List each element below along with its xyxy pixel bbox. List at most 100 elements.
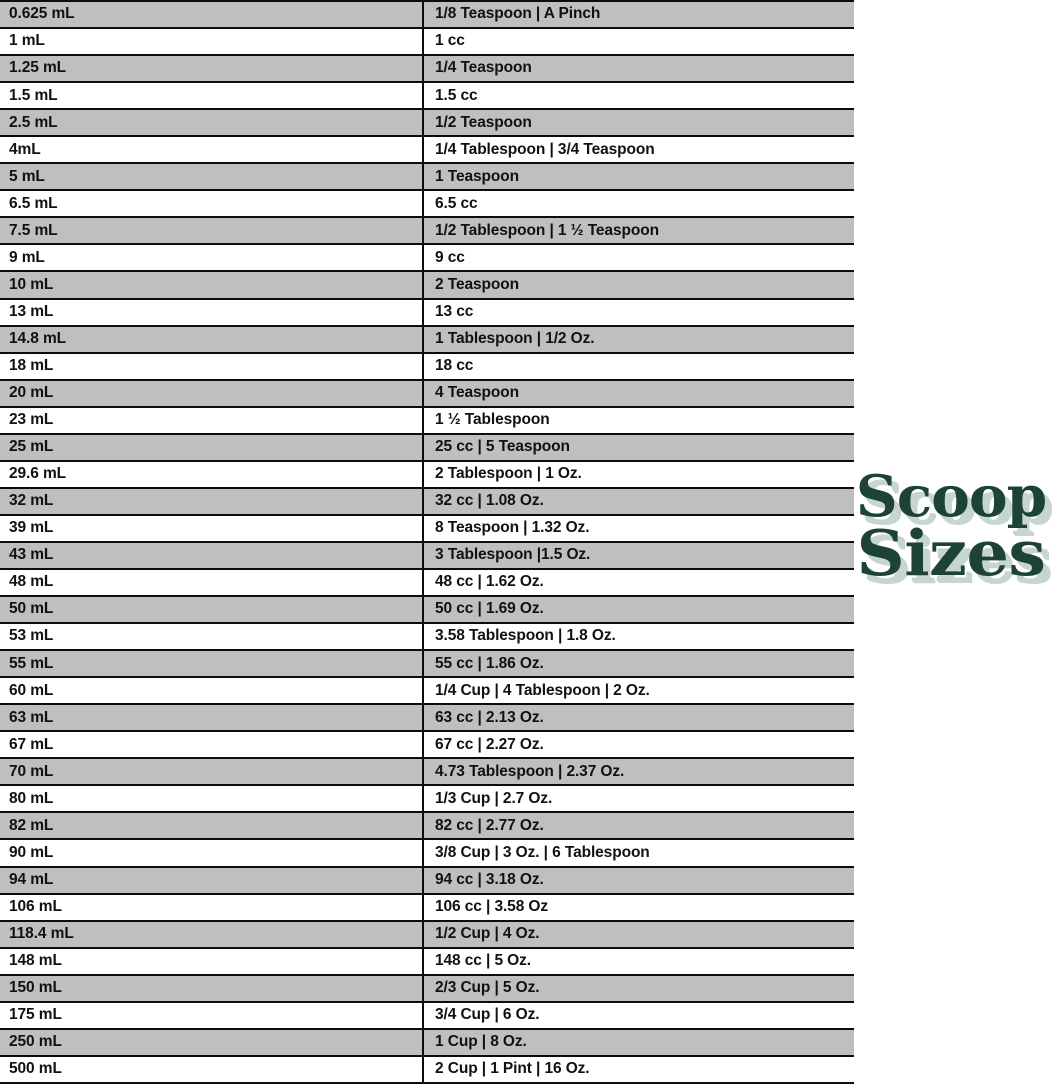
cell-equivalent: 1 Teaspoon bbox=[422, 162, 854, 192]
cell-equivalent: 18 cc bbox=[422, 351, 854, 381]
cell-equivalent: 63 cc | 2.13 Oz. bbox=[422, 703, 854, 733]
cell-milliliters: 0.625 mL bbox=[0, 0, 423, 30]
cell-milliliters: 82 mL bbox=[0, 811, 423, 841]
table-row: 5 mL 1 Teaspoon bbox=[0, 162, 854, 192]
cell-equivalent: 1/2 Cup | 4 Oz. bbox=[422, 919, 854, 949]
cell-milliliters: 23 mL bbox=[0, 405, 423, 435]
cell-milliliters: 1.25 mL bbox=[0, 54, 423, 84]
cell-milliliters: 43 mL bbox=[0, 540, 423, 570]
cell-equivalent: 25 cc | 5 Teaspoon bbox=[422, 432, 854, 462]
table-row: 500 mL 2 Cup | 1 Pint | 16 Oz. bbox=[0, 1054, 854, 1084]
cell-milliliters: 2.5 mL bbox=[0, 108, 423, 138]
cell-equivalent: 82 cc | 2.77 Oz. bbox=[422, 811, 854, 841]
cell-milliliters: 60 mL bbox=[0, 676, 423, 706]
cell-milliliters: 1.5 mL bbox=[0, 81, 423, 111]
table-row: 148 mL 148 cc | 5 Oz. bbox=[0, 946, 854, 976]
cell-equivalent: 2 Cup | 1 Pint | 16 Oz. bbox=[422, 1054, 854, 1084]
logo-line-scoop: Scoop bbox=[855, 463, 1048, 530]
table-row: 1.25 mL 1/4 Teaspoon bbox=[0, 54, 854, 84]
table-row: 18 mL 18 cc bbox=[0, 351, 854, 381]
cell-equivalent: 3 Tablespoon |1.5 Oz. bbox=[422, 540, 854, 570]
cell-milliliters: 94 mL bbox=[0, 865, 423, 895]
cell-milliliters: 5 mL bbox=[0, 162, 423, 192]
cell-equivalent: 4.73 Tablespoon | 2.37 Oz. bbox=[422, 757, 854, 787]
cell-equivalent: 1 Tablespoon | 1/2 Oz. bbox=[422, 324, 854, 354]
table-row: 63 mL 63 cc | 2.13 Oz. bbox=[0, 703, 854, 733]
cell-equivalent: 8 Teaspoon | 1.32 Oz. bbox=[422, 513, 854, 543]
table-row: 50 mL 50 cc | 1.69 Oz. bbox=[0, 595, 854, 625]
cell-milliliters: 106 mL bbox=[0, 892, 423, 922]
cell-equivalent: 32 cc | 1.08 Oz. bbox=[422, 486, 854, 516]
cell-equivalent: 1 cc bbox=[422, 27, 854, 57]
table-row: 29.6 mL 2 Tablespoon | 1 Oz. bbox=[0, 459, 854, 489]
table-row: 70 mL 4.73 Tablespoon | 2.37 Oz. bbox=[0, 757, 854, 787]
table-row: 1.5 mL 1.5 cc bbox=[0, 81, 854, 111]
cell-milliliters: 175 mL bbox=[0, 1000, 423, 1030]
cell-milliliters: 39 mL bbox=[0, 513, 423, 543]
table-row: 53 mL 3.58 Tablespoon | 1.8 Oz. bbox=[0, 622, 854, 652]
cell-milliliters: 20 mL bbox=[0, 378, 423, 408]
cell-equivalent: 1/4 Teaspoon bbox=[422, 54, 854, 84]
table-row: 94 mL 94 cc | 3.18 Oz. bbox=[0, 865, 854, 895]
cell-milliliters: 25 mL bbox=[0, 432, 423, 462]
cell-milliliters: 32 mL bbox=[0, 486, 423, 516]
cell-equivalent: 48 cc | 1.62 Oz. bbox=[422, 567, 854, 598]
cell-equivalent: 6.5 cc bbox=[422, 189, 854, 219]
cell-equivalent: 1.5 cc bbox=[422, 81, 854, 111]
cell-milliliters: 118.4 mL bbox=[0, 919, 423, 949]
table-row: 7.5 mL 1/2 Tablespoon | 1 ½ Teaspoon bbox=[0, 216, 854, 246]
cell-equivalent: 4 Teaspoon bbox=[422, 378, 854, 408]
table-row: 20 mL 4 Teaspoon bbox=[0, 378, 854, 408]
table-row: 4mL 1/4 Tablespoon | 3/4 Teaspoon bbox=[0, 135, 854, 165]
cell-milliliters: 9 mL bbox=[0, 243, 423, 273]
cell-milliliters: 1 mL bbox=[0, 27, 423, 57]
cell-milliliters: 29.6 mL bbox=[0, 459, 423, 489]
table-row: 90 mL 3/8 Cup | 3 Oz. | 6 Tablespoon bbox=[0, 838, 854, 868]
cell-equivalent: 1/4 Tablespoon | 3/4 Teaspoon bbox=[422, 135, 854, 165]
table-row: 14.8 mL 1 Tablespoon | 1/2 Oz. bbox=[0, 324, 854, 354]
table-row: 80 mL 1/3 Cup | 2.7 Oz. bbox=[0, 784, 854, 814]
cell-milliliters: 53 mL bbox=[0, 622, 423, 652]
table-row: 32 mL 32 cc | 1.08 Oz. bbox=[0, 486, 854, 516]
cell-milliliters: 48 mL bbox=[0, 567, 423, 598]
cell-milliliters: 4mL bbox=[0, 135, 423, 165]
table-row: 0.625 mL 1/8 Teaspoon | A Pinch bbox=[0, 0, 854, 30]
cell-equivalent: 2/3 Cup | 5 Oz. bbox=[422, 973, 854, 1003]
cell-equivalent: 67 cc | 2.27 Oz. bbox=[422, 730, 854, 760]
cell-milliliters: 7.5 mL bbox=[0, 216, 423, 246]
cell-equivalent: 1 ½ Tablespoon bbox=[422, 405, 854, 435]
cell-equivalent: 1 Cup | 8 Oz. bbox=[422, 1027, 854, 1057]
cell-milliliters: 67 mL bbox=[0, 730, 423, 760]
table-row: 10 mL 2 Teaspoon bbox=[0, 270, 854, 300]
cell-equivalent: 3/4 Cup | 6 Oz. bbox=[422, 1000, 854, 1030]
table-row: 175 mL 3/4 Cup | 6 Oz. bbox=[0, 1000, 854, 1030]
table-row: 118.4 mL 1/2 Cup | 4 Oz. bbox=[0, 919, 854, 949]
scoop-sizes-logo: Scoop Sizes bbox=[845, 466, 1057, 611]
table-row: 23 mL 1 ½ Tablespoon bbox=[0, 405, 854, 435]
cell-milliliters: 63 mL bbox=[0, 703, 423, 733]
cell-equivalent: 94 cc | 3.18 Oz. bbox=[422, 865, 854, 895]
cell-equivalent: 3.58 Tablespoon | 1.8 Oz. bbox=[422, 622, 854, 652]
table-row: 150 mL 2/3 Cup | 5 Oz. bbox=[0, 973, 854, 1003]
cell-milliliters: 55 mL bbox=[0, 649, 423, 679]
cell-milliliters: 90 mL bbox=[0, 838, 423, 868]
cell-equivalent: 55 cc | 1.86 Oz. bbox=[422, 649, 854, 679]
cell-equivalent: 148 cc | 5 Oz. bbox=[422, 946, 854, 976]
table-row: 82 mL 82 cc | 2.77 Oz. bbox=[0, 811, 854, 841]
cell-equivalent: 13 cc bbox=[422, 297, 854, 327]
table-row: 39 mL 8 Teaspoon | 1.32 Oz. bbox=[0, 513, 854, 543]
cell-milliliters: 70 mL bbox=[0, 757, 423, 787]
cell-milliliters: 150 mL bbox=[0, 973, 423, 1003]
cell-equivalent: 50 cc | 1.69 Oz. bbox=[422, 595, 854, 625]
cell-milliliters: 148 mL bbox=[0, 946, 423, 976]
table-row: 2.5 mL 1/2 Teaspoon bbox=[0, 108, 854, 138]
cell-milliliters: 14.8 mL bbox=[0, 324, 423, 354]
cell-equivalent: 1/8 Teaspoon | A Pinch bbox=[422, 0, 854, 30]
table-row: 9 mL 9 cc bbox=[0, 243, 854, 273]
cell-milliliters: 13 mL bbox=[0, 297, 423, 327]
table-row: 1 mL 1 cc bbox=[0, 27, 854, 57]
cell-equivalent: 9 cc bbox=[422, 243, 854, 273]
cell-milliliters: 50 mL bbox=[0, 595, 423, 625]
cell-milliliters: 80 mL bbox=[0, 784, 423, 814]
cell-equivalent: 3/8 Cup | 3 Oz. | 6 Tablespoon bbox=[422, 838, 854, 868]
